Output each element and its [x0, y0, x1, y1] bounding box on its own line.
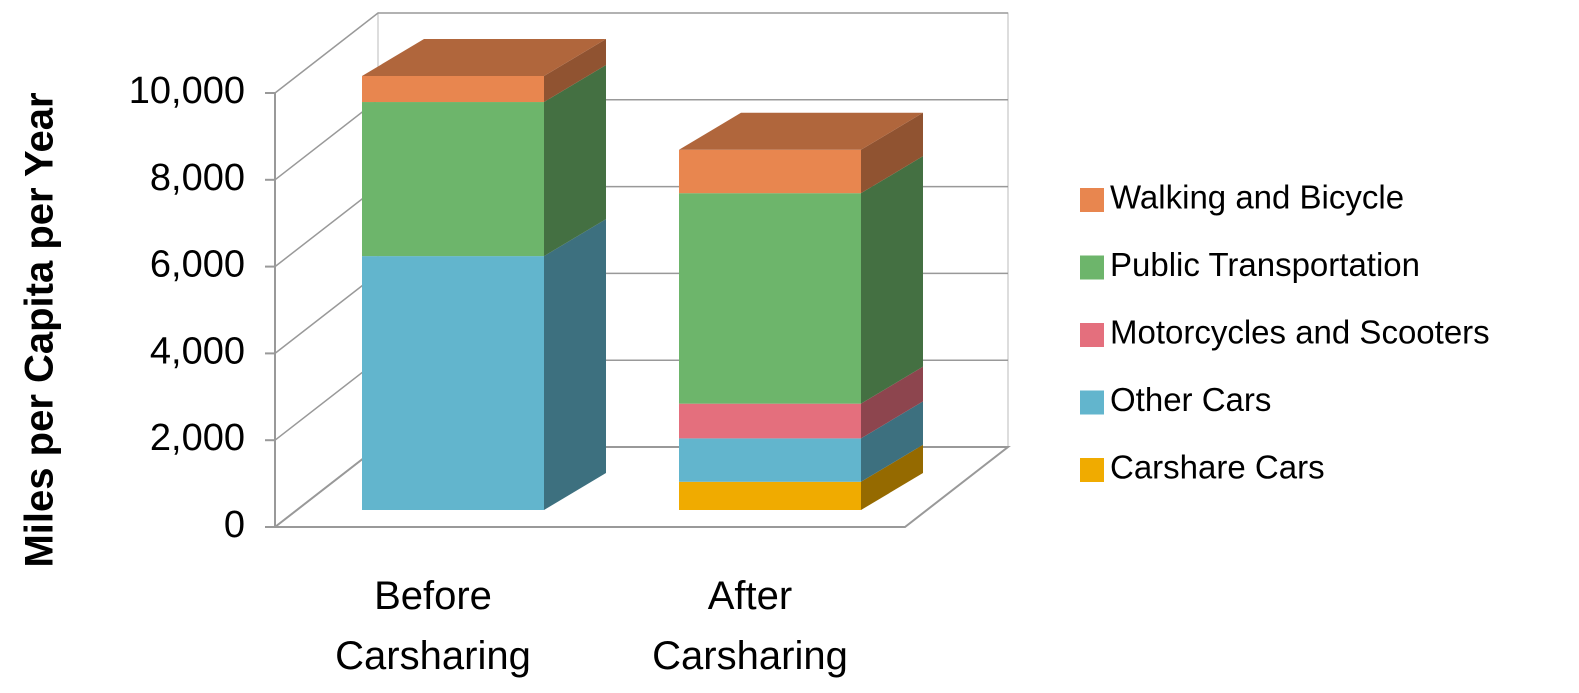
legend-swatch: [1080, 458, 1104, 482]
y-axis-title: Miles per Capita per Year: [18, 92, 62, 567]
bar-side: [544, 65, 606, 257]
legend-label: Motorcycles and Scooters: [1110, 314, 1490, 351]
y-tick-label: 8,000: [150, 157, 245, 199]
x-tick-label: Before Carsharing: [335, 574, 531, 678]
bar-side: [861, 444, 923, 510]
legend-label: Other Cars: [1110, 381, 1271, 418]
y-tick-label: 4,000: [150, 330, 245, 372]
legend-swatch: [1080, 255, 1104, 280]
bar: [362, 256, 544, 510]
legend-swatch: [1080, 390, 1104, 415]
bar-side: [861, 366, 923, 439]
bar: [362, 102, 544, 257]
legend-label: Public Transportation: [1110, 246, 1420, 283]
bar: [679, 481, 861, 510]
bar: [679, 403, 861, 439]
bar: [679, 438, 861, 482]
y-tick-label: 0: [224, 504, 245, 546]
bar-side: [861, 401, 923, 482]
legend-label: Walking and Bicycle: [1110, 179, 1404, 216]
legend-swatch: [1080, 323, 1104, 347]
bar-top: [679, 112, 923, 150]
y-tick-label: 6,000: [150, 244, 245, 286]
y-tick-label: 2,000: [150, 417, 245, 459]
y-tick-label: 10,000: [129, 70, 245, 112]
x-tick-label: After Carsharing: [652, 574, 848, 678]
bar-side: [861, 156, 923, 404]
grid-line: [274, 12, 1008, 94]
bar-side: [544, 219, 606, 511]
bar: [679, 193, 861, 404]
bar-side: [861, 112, 923, 194]
bar: [679, 149, 861, 194]
bar: [362, 76, 544, 103]
legend-swatch: [1080, 188, 1104, 212]
legend-label: Carshare Cars: [1110, 449, 1325, 486]
bar-top: [362, 39, 606, 76]
bar-side: [544, 39, 606, 103]
